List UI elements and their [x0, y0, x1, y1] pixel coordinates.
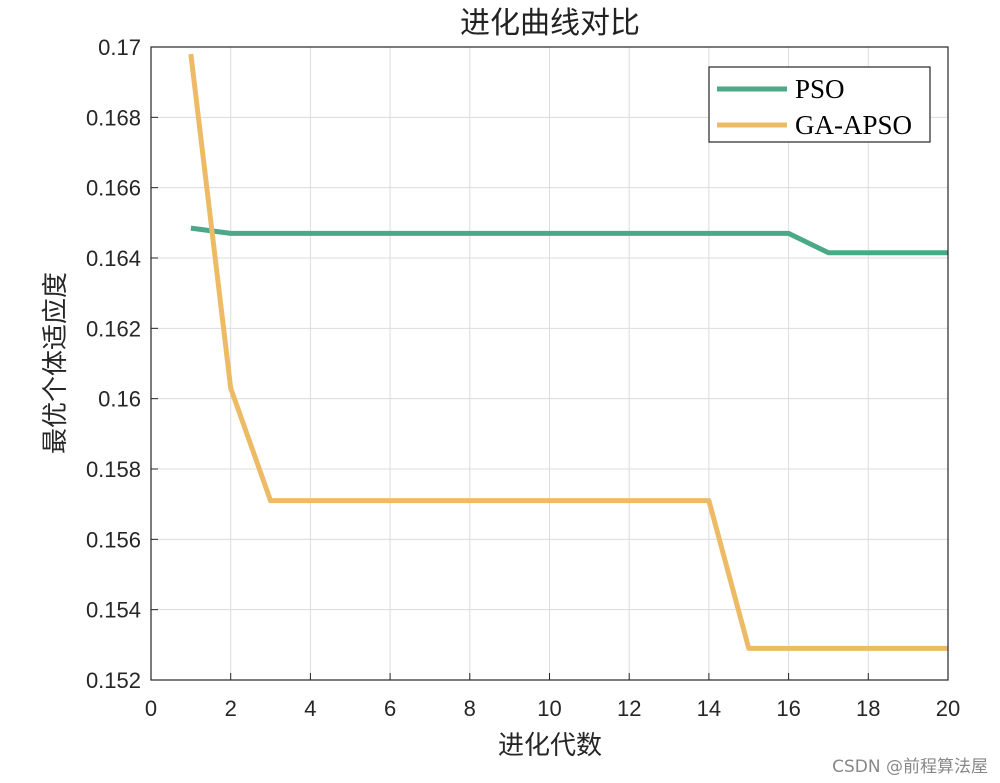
y-tick-label: 0.152 [86, 668, 141, 693]
x-tick-label: 12 [617, 696, 641, 721]
y-tick-label: 0.154 [86, 598, 141, 623]
legend-label: GA-APSO [795, 110, 912, 140]
x-tick-label: 20 [936, 696, 960, 721]
y-tick-label: 0.168 [86, 105, 141, 130]
legend-label: PSO [795, 74, 845, 104]
x-tick-label: 18 [856, 696, 880, 721]
x-tick-label: 0 [145, 696, 157, 721]
y-axis-label: 最优个体适应度 [41, 272, 71, 454]
y-tick-label: 0.16 [98, 387, 141, 412]
legend: PSO GA-APSO [708, 66, 931, 143]
y-tick-label: 0.158 [86, 457, 141, 482]
x-tick-label: 4 [304, 696, 316, 721]
x-axis-label: 进化代数 [498, 731, 602, 761]
x-tick-label: 14 [697, 696, 721, 721]
y-tick-label: 0.162 [86, 316, 141, 341]
y-tick-label: 0.17 [98, 35, 141, 60]
x-tick-label: 10 [537, 696, 561, 721]
y-tick-label: 0.156 [86, 527, 141, 552]
series-line-pso [190, 225, 948, 256]
x-tick-label: 2 [225, 696, 237, 721]
y-tick-label: 0.164 [86, 246, 141, 271]
x-tick-label: 6 [384, 696, 396, 721]
x-tick-label: 16 [776, 696, 800, 721]
plot-series [188, 53, 948, 651]
x-axis-ticks: 0 2 4 6 8 10 12 14 16 18 20 [145, 673, 960, 721]
watermark: CSDN @前程算法屋 [832, 757, 988, 777]
chart-title: 进化曲线对比 [460, 6, 640, 41]
y-axis-ticks: 0.152 0.154 0.156 0.158 0.16 0.162 0.164 0.166 0… [86, 35, 158, 693]
legend-box [708, 66, 931, 143]
x-tick-label: 8 [464, 696, 476, 721]
series-line-ga-apso [188, 53, 948, 651]
y-tick-label: 0.166 [86, 176, 141, 201]
